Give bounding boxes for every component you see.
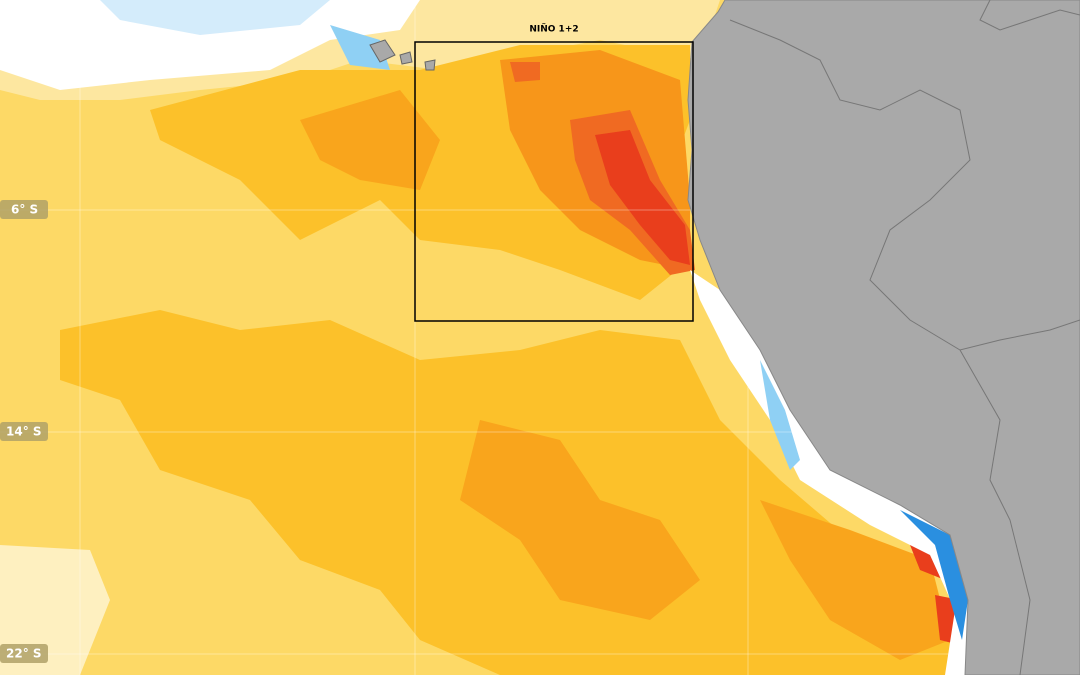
hot-area <box>595 130 690 265</box>
borders <box>729 0 1080 675</box>
islands <box>369 39 436 71</box>
cool-area <box>100 0 330 35</box>
lat-label-bg <box>0 422 48 441</box>
warmer-area <box>300 90 440 190</box>
warmer-area <box>760 500 950 660</box>
warmer-area <box>460 420 700 620</box>
lat-label: 22° S <box>6 647 42 661</box>
lat-label: 14° S <box>6 425 42 439</box>
cool-area <box>330 25 390 70</box>
cool-area <box>900 510 968 640</box>
nino-box <box>414 41 694 322</box>
lat-label-bg <box>0 200 48 219</box>
land <box>687 0 1080 675</box>
cool-area <box>690 270 968 675</box>
pale-area <box>0 545 110 675</box>
lat-label: 6° S <box>11 203 38 217</box>
region-label: NIÑO 1+2 <box>529 24 578 35</box>
lat-label-bg <box>0 644 48 663</box>
cool-area <box>0 0 420 90</box>
cool-area <box>760 360 800 470</box>
hot-area <box>510 62 540 82</box>
